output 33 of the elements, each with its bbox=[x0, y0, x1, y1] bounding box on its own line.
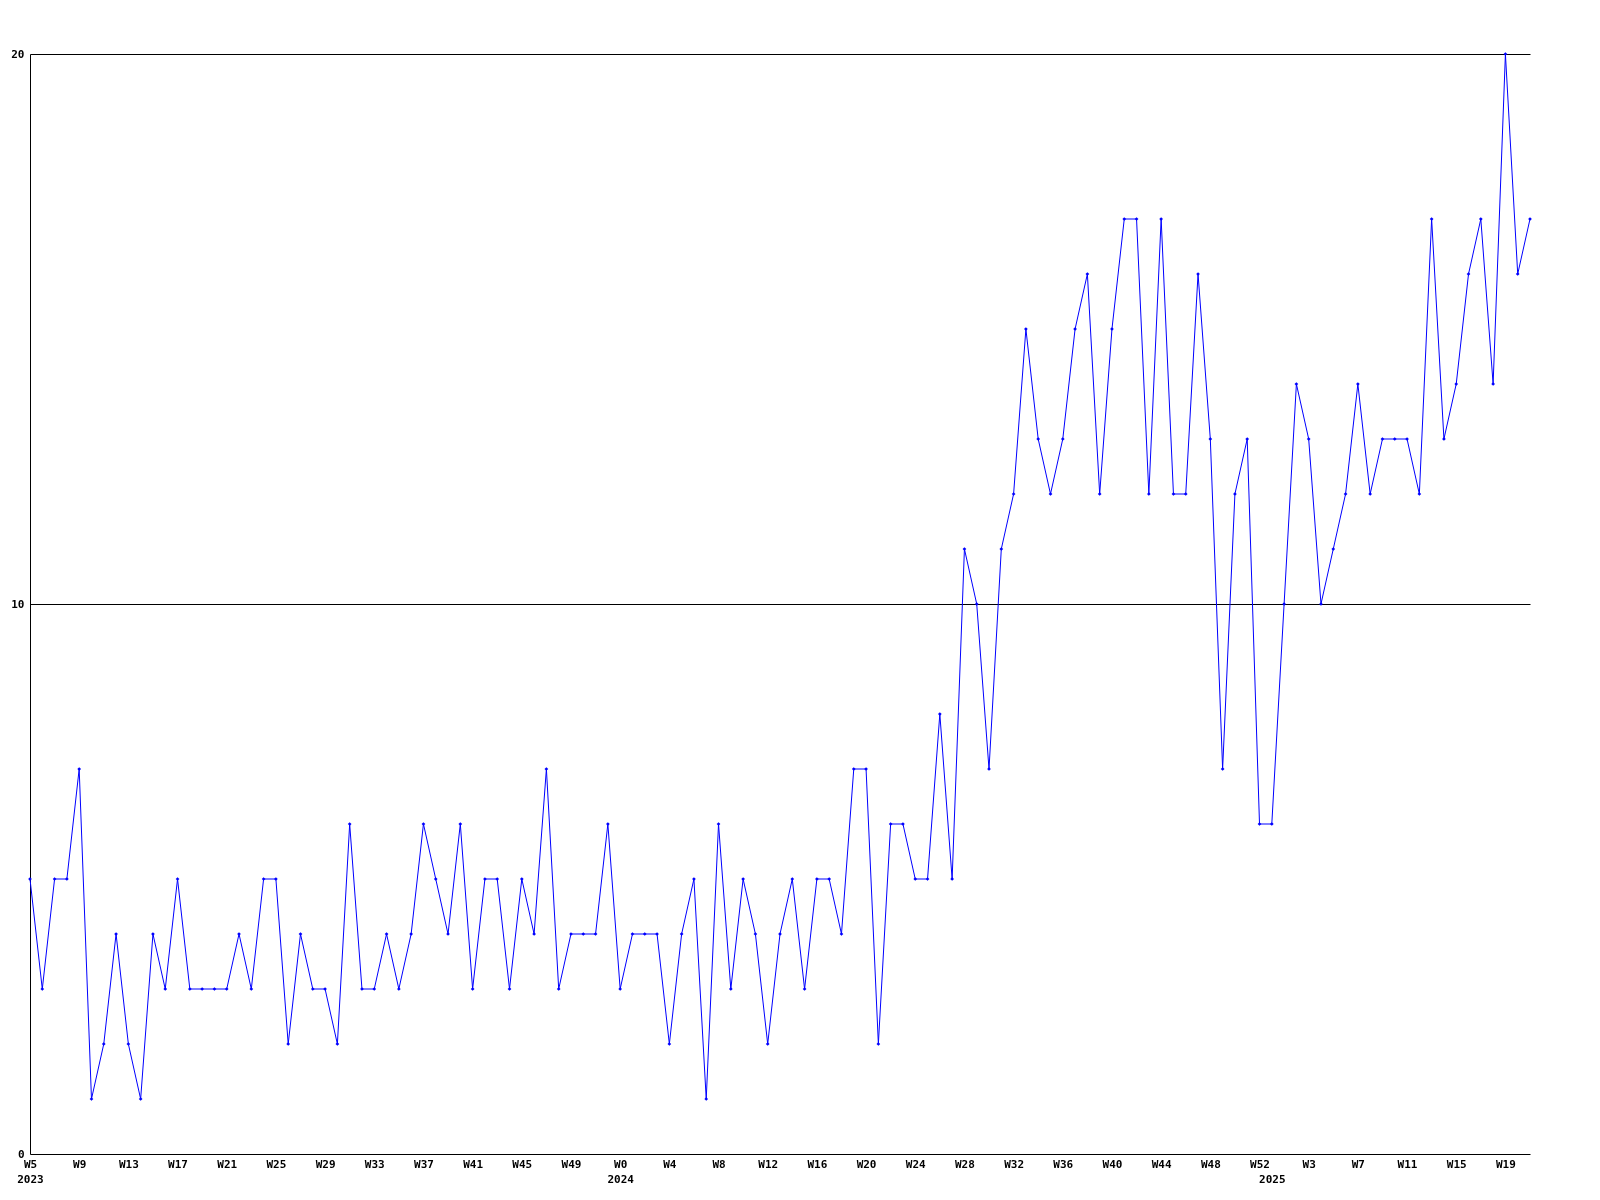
x-tick-label: W29 bbox=[315, 1157, 336, 1171]
x-tick-label: W4 bbox=[663, 1157, 677, 1171]
x-tick-label: W11 bbox=[1397, 1157, 1418, 1171]
y-tick-label: 10 bbox=[11, 597, 25, 611]
x-tick-label: W37 bbox=[414, 1157, 434, 1171]
x-tick-label: W49 bbox=[561, 1157, 582, 1171]
x-tick-label: W13 bbox=[118, 1157, 139, 1171]
x-tick-label: W15 bbox=[1446, 1157, 1467, 1171]
x-tick-label: W12 bbox=[758, 1157, 779, 1171]
x-tick-label: W25 bbox=[266, 1157, 287, 1171]
x-tick-label: W0 2024 bbox=[607, 1157, 635, 1186]
x-tick-label: W48 bbox=[1200, 1157, 1221, 1171]
x-tick-label: W16 bbox=[807, 1157, 828, 1171]
y-tick-label: 20 bbox=[11, 47, 25, 61]
x-tick-label: W20 bbox=[856, 1157, 877, 1171]
x-tick-label: W21 bbox=[217, 1157, 238, 1171]
x-tick-label: 2025 bbox=[1259, 1172, 1286, 1186]
x-tick-label: W9 bbox=[73, 1157, 87, 1171]
x-tick-label: W24 bbox=[905, 1157, 927, 1171]
x-tick-label: W8 bbox=[712, 1157, 726, 1171]
x-tick-label: W45 bbox=[512, 1157, 533, 1171]
x-tick-label: W7 bbox=[1351, 1157, 1365, 1171]
x-tick-label: W32 bbox=[1004, 1157, 1025, 1171]
x-tick-label: W36 bbox=[1053, 1157, 1074, 1171]
x-tick-label: W28 bbox=[954, 1157, 975, 1171]
x-tick-label: W52 bbox=[1250, 1157, 1270, 1171]
x-tick-label: W41 bbox=[463, 1157, 484, 1171]
x-tick-label: W44 bbox=[1151, 1157, 1172, 1171]
x-tick-label: W17 bbox=[168, 1157, 188, 1171]
x-tick-label: W40 bbox=[1102, 1157, 1123, 1171]
x-tick-label: W19 bbox=[1495, 1157, 1516, 1171]
x-tick-label: W33 bbox=[364, 1157, 385, 1171]
x-tick-label: W3 bbox=[1302, 1157, 1316, 1171]
